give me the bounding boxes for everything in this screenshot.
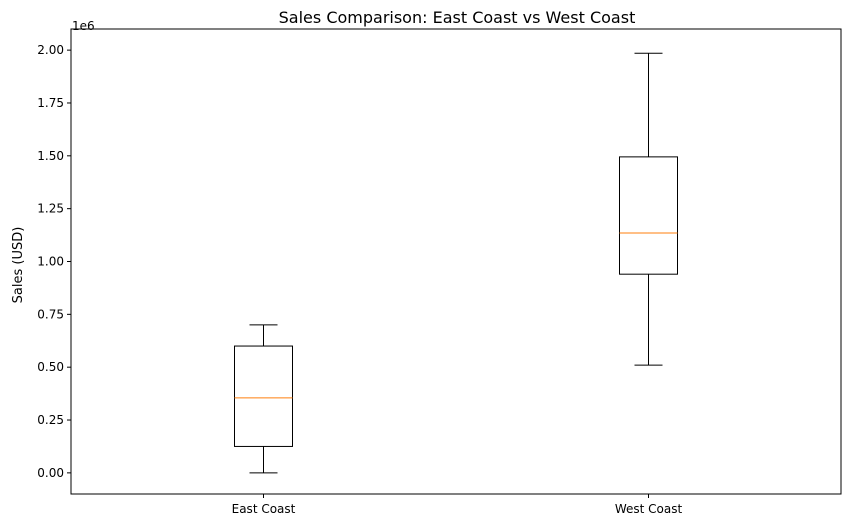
- x-tick-label: West Coast: [615, 502, 683, 516]
- chart-title: Sales Comparison: East Coast vs West Coa…: [279, 8, 636, 27]
- y-tick-label: 0.00: [37, 466, 64, 480]
- y-tick-label: 1.25: [37, 202, 64, 216]
- y-tick-label: 0.50: [37, 360, 64, 374]
- box-iqr: [234, 345, 293, 447]
- box-iqr: [619, 156, 678, 275]
- y-tick-label: 0.25: [37, 413, 64, 427]
- x-tick-label: East Coast: [232, 502, 296, 516]
- y-tick-label: 2.00: [37, 43, 64, 57]
- plot-frame: [70, 28, 842, 495]
- y-axis-offset-label: 1e6: [72, 19, 95, 33]
- y-tick-label: 0.75: [37, 307, 64, 321]
- y-axis-label: Sales (USD): [11, 227, 26, 304]
- y-tick-label: 1.50: [37, 149, 64, 163]
- y-tick-label: 1.00: [37, 255, 64, 269]
- y-tick-label: 1.75: [37, 96, 64, 110]
- plot-area: 0.00 0.25 0.50 0.75 1.00 1.25 1.50 1.75 2.00 East…: [37, 28, 842, 516]
